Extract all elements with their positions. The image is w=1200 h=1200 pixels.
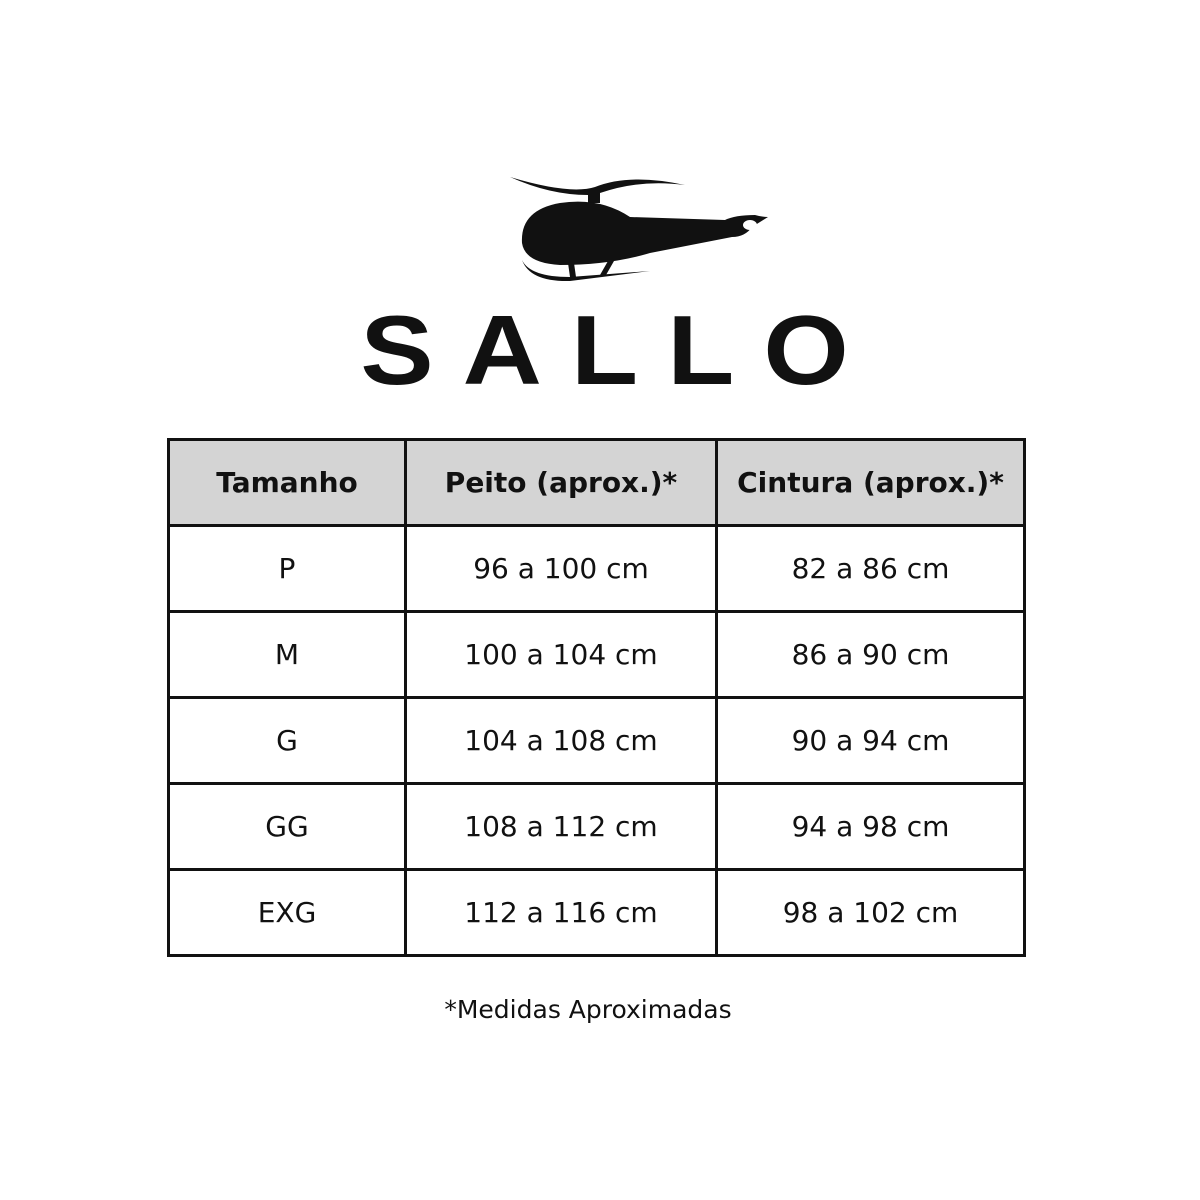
cell-size: P (167, 524, 407, 613)
header-waist: Cintura (aprox.)* (715, 438, 1026, 527)
footnote: *Medidas Aproximadas (444, 995, 732, 1024)
cell-size: GG (167, 782, 407, 871)
cell-chest: 104 a 108 cm (404, 696, 718, 785)
cell-waist: 94 a 98 cm (715, 782, 1026, 871)
cell-waist: 98 a 102 cm (715, 868, 1026, 957)
table-row: GG 108 a 112 cm 94 a 98 cm (167, 782, 1026, 871)
table-row: G 104 a 108 cm 90 a 94 cm (167, 696, 1026, 785)
cell-chest: 108 a 112 cm (404, 782, 718, 871)
cell-size: EXG (167, 868, 407, 957)
brand-logo-text: SALLO (360, 295, 878, 405)
table-row: EXG 112 a 116 cm 98 a 102 cm (167, 868, 1026, 957)
table-row: M 100 a 104 cm 86 a 90 cm (167, 610, 1026, 699)
table-row: P 96 a 100 cm 82 a 86 cm (167, 524, 1026, 613)
header-size: Tamanho (167, 438, 407, 527)
cell-waist: 82 a 86 cm (715, 524, 1026, 613)
cell-waist: 86 a 90 cm (715, 610, 1026, 699)
helicopter-icon (510, 177, 768, 282)
cell-size: G (167, 696, 407, 785)
cell-waist: 90 a 94 cm (715, 696, 1026, 785)
header-chest: Peito (aprox.)* (404, 438, 718, 527)
cell-chest: 96 a 100 cm (404, 524, 718, 613)
cell-size: M (167, 610, 407, 699)
size-table: Tamanho Peito (aprox.)* Cintura (aprox.)… (167, 438, 1026, 957)
cell-chest: 100 a 104 cm (404, 610, 718, 699)
table-header-row: Tamanho Peito (aprox.)* Cintura (aprox.)… (167, 438, 1026, 527)
cell-chest: 112 a 116 cm (404, 868, 718, 957)
